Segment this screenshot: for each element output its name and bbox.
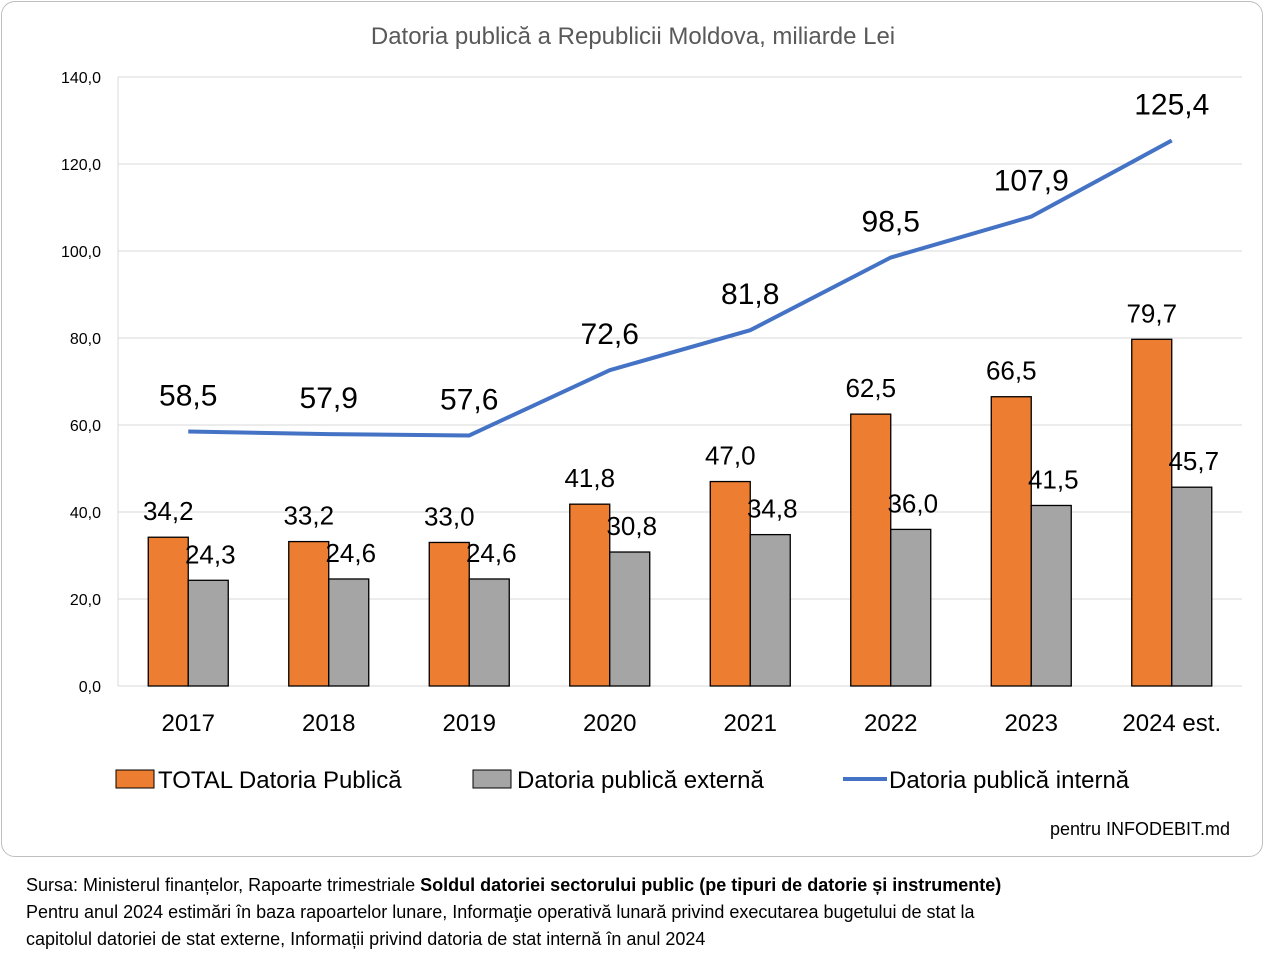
legend-swatch-total (115, 769, 155, 789)
bar-external (749, 533, 791, 687)
bar-total-label: 33,2 (283, 501, 334, 531)
x-tick-label: 2020 (583, 710, 636, 737)
x-tick-label: 2019 (443, 710, 496, 737)
chart-frame (1, 1, 1263, 857)
footer-source: Sursa: Ministerul finanțelor, Rapoarte t… (26, 875, 421, 895)
bar-external-label: 24,6 (466, 538, 517, 568)
bar-external (187, 579, 229, 687)
y-tick-label: 120,0 (61, 157, 101, 174)
source-footer: Sursa: Ministerul finanțelor, Rapoarte t… (26, 872, 1256, 953)
line-internal-label: 125,4 (1134, 89, 1209, 122)
x-tick-label: 2021 (724, 710, 777, 737)
bar-total-label: 79,7 (1126, 298, 1177, 328)
y-tick-label: 60,0 (70, 418, 101, 435)
bar-total (428, 541, 470, 687)
legend-label-total: TOTAL Datoria Publică (158, 767, 402, 794)
line-internal-label: 57,9 (300, 382, 358, 415)
y-tick-label: 20,0 (70, 592, 101, 609)
bar-total (990, 396, 1032, 687)
bar-external (1030, 504, 1072, 687)
bar-external-label: 45,7 (1168, 446, 1219, 476)
bar-total (1131, 338, 1173, 687)
bar-external-label: 34,8 (747, 494, 798, 524)
bar-external-label: 41,5 (1028, 464, 1079, 494)
legend-label-external: Datoria publică externă (517, 767, 764, 794)
chart-title: Datoria publică a Republicii Moldova, mi… (371, 23, 895, 50)
bar-total (850, 413, 892, 687)
line-internal-label: 72,6 (581, 318, 639, 351)
line-internal-label: 58,5 (159, 380, 217, 413)
x-tick-label: 2024 est. (1122, 710, 1221, 737)
x-tick-label: 2022 (864, 710, 917, 737)
bar-total (288, 540, 330, 687)
bar-total-label: 66,5 (986, 356, 1037, 386)
bar-external (1171, 486, 1213, 687)
bar-external (890, 528, 932, 687)
x-tick-label: 2017 (162, 710, 215, 737)
legend-swatch-external (472, 769, 512, 789)
bar-total-label: 47,0 (705, 441, 756, 471)
bar-total-label: 62,5 (845, 373, 896, 403)
bar-external (609, 551, 651, 687)
debt-chart: Datoria publică a Republicii Moldova, mi… (61, 23, 1242, 794)
x-tick-label: 2023 (1005, 710, 1058, 737)
footer-line-2: Pentru anul 2024 estimări în baza rapoar… (26, 902, 975, 922)
y-tick-label: 40,0 (70, 505, 101, 522)
y-tick-label: 100,0 (61, 244, 101, 261)
y-tick-label: 0,0 (79, 679, 101, 696)
line-internal-label: 98,5 (862, 206, 920, 239)
bar-total-label: 41,8 (564, 463, 615, 493)
bar-total (709, 480, 751, 687)
x-tick-label: 2018 (302, 710, 355, 737)
line-internal-label: 57,6 (440, 383, 498, 416)
bar-external-label: 36,0 (887, 488, 938, 518)
y-tick-label: 80,0 (70, 331, 101, 348)
bar-total-label: 33,0 (424, 501, 475, 531)
line-internal-label: 107,9 (994, 165, 1069, 198)
legend-label-internal: Datoria publică internă (889, 767, 1130, 794)
footer-source-bold: Soldul datoriei sectorului public (pe ti… (420, 875, 1002, 895)
bar-external (468, 578, 510, 687)
footer-line-3: capitolul datoriei de stat externe, Info… (26, 929, 706, 949)
bar-external-label: 24,3 (185, 539, 236, 569)
bar-total (569, 503, 611, 687)
line-internal (188, 138, 1173, 438)
bar-external-label: 24,6 (325, 538, 376, 568)
credit-text: pentru INFODEBIT.md (1049, 819, 1230, 839)
bar-total (147, 536, 189, 687)
line-internal-label: 81,8 (721, 278, 779, 311)
bar-external (328, 578, 370, 687)
bar-total-label: 34,2 (143, 496, 194, 526)
y-tick-label: 140,0 (61, 70, 101, 87)
bar-external-label: 30,8 (606, 511, 657, 541)
